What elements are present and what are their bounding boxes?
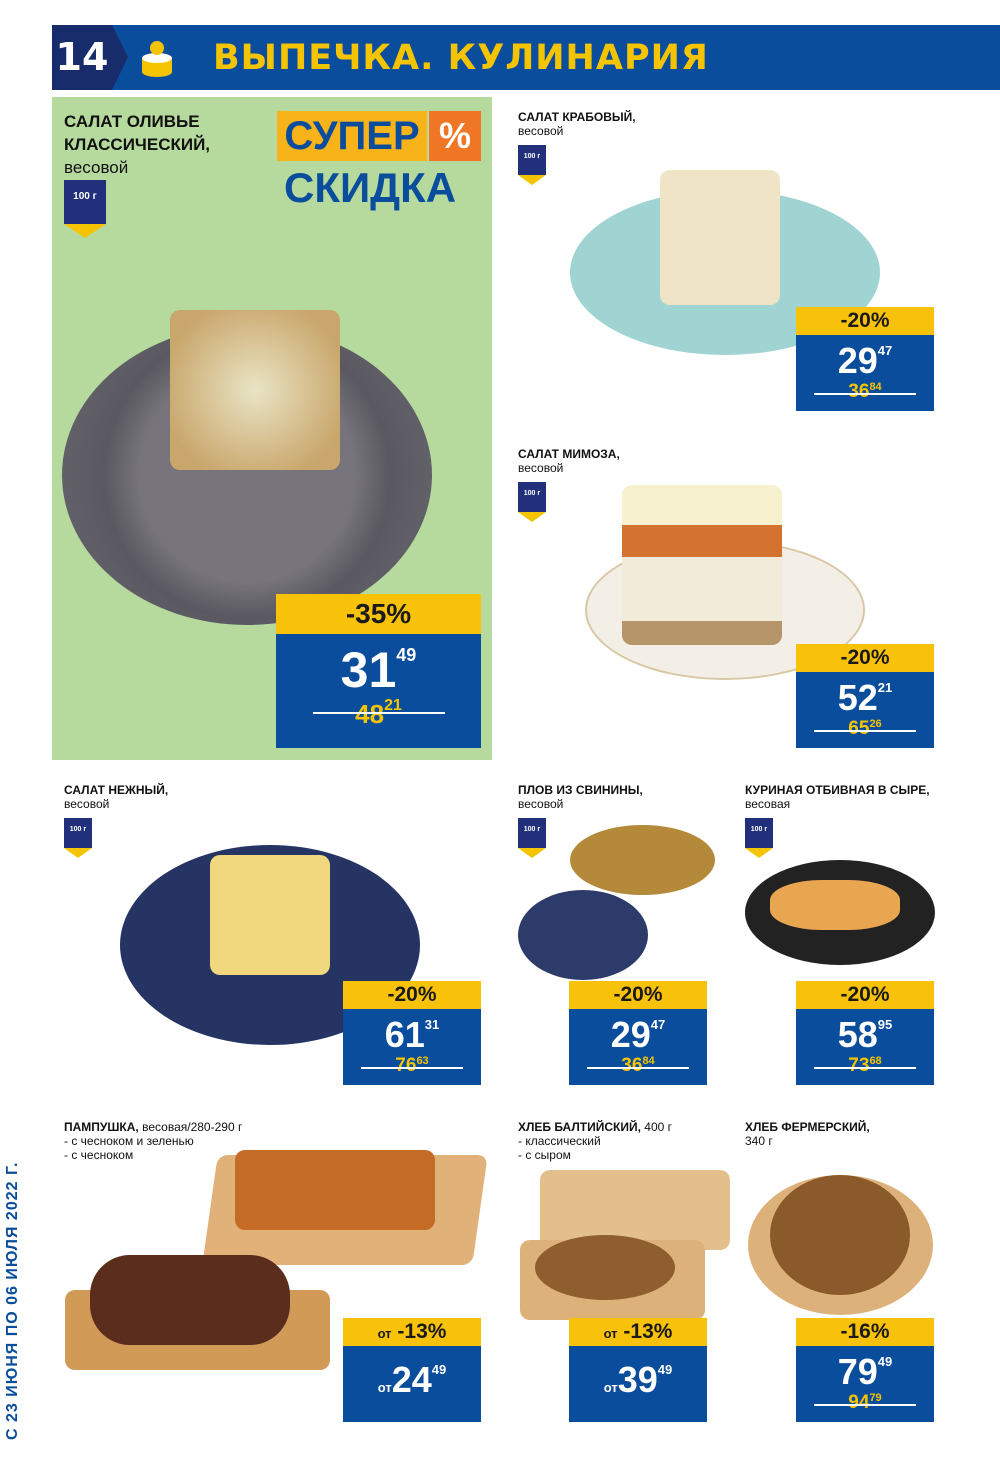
percent-icon: % xyxy=(429,111,481,161)
old-price: 6526 xyxy=(814,718,916,740)
discount-label: -20% xyxy=(796,981,934,1009)
weight-badge: 100 г xyxy=(64,818,92,858)
discount-label: -20% xyxy=(343,981,481,1009)
food-image xyxy=(770,880,900,930)
product-name: САЛАТ НЕЖНЫЙ, весовой xyxy=(64,783,169,811)
price-tag: -16% 7949 9479 xyxy=(796,1318,934,1422)
product-name: ПЛОВ ИЗ СВИНИНЫ, весовой xyxy=(518,783,643,811)
weight-badge: 100 г xyxy=(64,180,106,238)
discount-label: -20% xyxy=(796,644,934,672)
page-arrow xyxy=(112,25,128,90)
bread-image xyxy=(535,1235,675,1300)
weight-badge: 100 г xyxy=(518,145,546,185)
page-number: 14 xyxy=(52,25,112,90)
discount-label: -35% xyxy=(276,594,481,634)
price-tag: от -13% от2449 xyxy=(343,1318,481,1422)
product-image xyxy=(518,890,648,980)
price-tag: -20% 2947 3684 xyxy=(796,307,934,411)
discount-label: от -13% xyxy=(343,1318,481,1346)
salad-image xyxy=(170,310,340,470)
price-tag: от -13% от3949 xyxy=(569,1318,707,1422)
old-price: 9479 xyxy=(814,1392,916,1414)
product-name: САЛАТ КРАБОВЫЙ, весовой xyxy=(518,110,636,138)
price: 7949 xyxy=(837,1351,893,1392)
product-name: ПАМПУШКА, весовая/280-290 г- с чесноком … xyxy=(64,1120,243,1162)
salad-image xyxy=(622,485,782,645)
price-tag: -35% 3149 4821 xyxy=(276,594,481,748)
price: 2947 xyxy=(837,340,893,381)
price: от3949 xyxy=(603,1359,673,1400)
old-price: 7368 xyxy=(814,1055,916,1077)
promo-super: СУПЕР xyxy=(277,111,427,161)
product-name: САЛАТ ОЛИВЬЕ КЛАССИЧЕСКИЙ, весовой xyxy=(64,112,211,177)
weight-badge: 100 г xyxy=(518,482,546,522)
discount-label: от -13% xyxy=(569,1318,707,1346)
price-tag: -20% 5895 7368 xyxy=(796,981,934,1085)
price: 3149 xyxy=(340,642,417,698)
product-name: САЛАТ МИМОЗА, весовой xyxy=(518,447,620,475)
old-price: 3684 xyxy=(587,1055,689,1077)
promo-skidka: СКИДКА xyxy=(284,164,457,211)
bread-image xyxy=(770,1175,910,1295)
weight-badge: 100 г xyxy=(745,818,773,858)
price: от2449 xyxy=(377,1359,447,1400)
price-tag: -20% 6131 7663 xyxy=(343,981,481,1085)
discount-label: -20% xyxy=(569,981,707,1009)
discount-label: -16% xyxy=(796,1318,934,1346)
price-tag: -20% 5221 6526 xyxy=(796,644,934,748)
bun-image xyxy=(235,1150,435,1230)
product-name: ХЛЕБ ФЕРМЕРСКИЙ, 340 г xyxy=(745,1120,870,1148)
price: 5895 xyxy=(837,1014,893,1055)
salad-image xyxy=(660,170,780,305)
price: 5221 xyxy=(837,677,893,718)
old-price: 3684 xyxy=(814,381,916,403)
old-price: 4821 xyxy=(312,698,445,728)
header-bar xyxy=(52,25,1000,90)
discount-label: -20% xyxy=(796,307,934,335)
product-image xyxy=(570,825,715,895)
old-price: 7663 xyxy=(361,1055,463,1077)
salad-image xyxy=(210,855,330,975)
validity-dates: С 23 ИЮНЯ ПО 06 ИЮЛЯ 2022 Г. xyxy=(4,1161,21,1441)
page-title: ВЫПЕЧКА. КУЛИНАРИЯ xyxy=(213,38,709,78)
price-tag: -20% 2947 3684 xyxy=(569,981,707,1085)
cake-icon xyxy=(142,41,172,77)
product-name: КУРИНАЯ ОТБИВНАЯ В СЫРЕ, весовая xyxy=(745,783,930,811)
price: 6131 xyxy=(384,1014,440,1055)
weight-badge: 100 г xyxy=(518,818,546,858)
price: 2947 xyxy=(610,1014,666,1055)
product-name: ХЛЕБ БАЛТИЙСКИЙ, 400 г- классический - с … xyxy=(518,1120,673,1162)
product-image xyxy=(540,1170,730,1250)
buns-garlic-image xyxy=(90,1255,290,1345)
